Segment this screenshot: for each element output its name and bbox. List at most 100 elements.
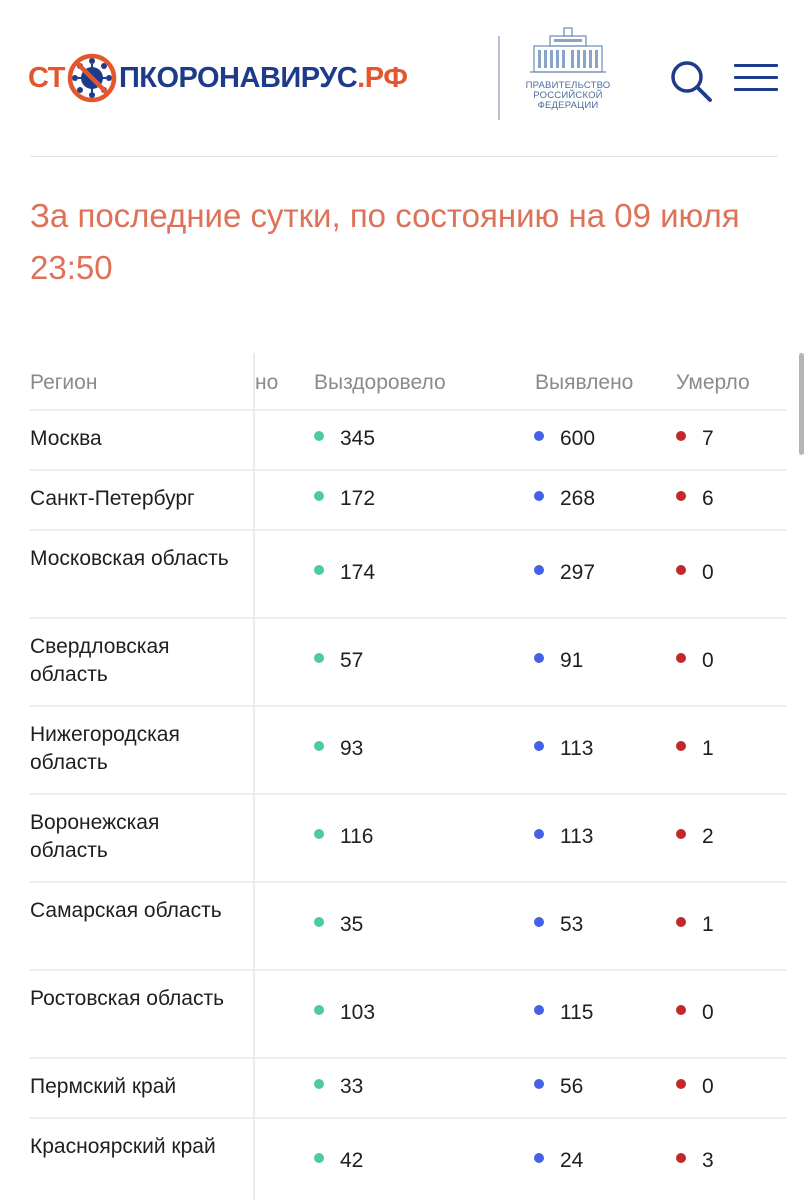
died-cell: 0 xyxy=(676,647,714,675)
detected-dot-icon xyxy=(534,431,544,441)
detected-value: 53 xyxy=(560,913,584,936)
stats-title-line2: 23:50 xyxy=(30,249,113,286)
header-divider xyxy=(498,36,500,120)
recovered-value: 345 xyxy=(340,427,376,450)
died-dot-icon xyxy=(676,565,686,575)
died-value: 0 xyxy=(702,1001,714,1024)
table-row[interactable]: Ростовская область 103 115 0 xyxy=(0,969,806,1057)
detected-dot-icon xyxy=(534,1153,544,1163)
detected-cell: 113 xyxy=(534,735,593,763)
column-header-died[interactable]: Умерло xyxy=(676,371,750,394)
virus-stop-icon xyxy=(66,52,118,104)
horizontal-scrollbar[interactable] xyxy=(799,353,804,455)
logo-text-koronavirus: ПКОРОНАВИРУС xyxy=(118,61,358,94)
row-separator xyxy=(30,705,786,707)
recovered-dot-icon xyxy=(314,741,324,751)
row-separator xyxy=(30,881,786,883)
regions-table[interactable]: Регион но Выздоровело Выявлено Умерло Мо… xyxy=(0,353,806,1200)
table-row[interactable]: Воронежская область 116 113 2 xyxy=(0,793,806,881)
region-name: Пермский край xyxy=(30,1075,177,1098)
detected-value: 600 xyxy=(560,427,596,450)
died-value: 3 xyxy=(702,1149,714,1172)
recovered-cell: 345 xyxy=(314,425,375,453)
government-logo[interactable]: ПРАВИТЕЛЬСТВО РОССИЙСКОЙ ФЕДЕРАЦИИ xyxy=(520,26,616,116)
recovered-cell: 103 xyxy=(314,999,375,1027)
table-row[interactable]: Москва 345 600 7 xyxy=(0,409,806,469)
recovered-dot-icon xyxy=(314,1153,324,1163)
table-row[interactable]: Свердловская область 57 91 0 xyxy=(0,617,806,705)
detected-cell: 53 xyxy=(534,911,583,939)
died-cell: 3 xyxy=(676,1147,714,1175)
died-dot-icon xyxy=(676,917,686,927)
table-row[interactable]: Самарская область 35 53 1 xyxy=(0,881,806,969)
died-value: 0 xyxy=(702,649,714,672)
column-header-recovered[interactable]: Выздоровело xyxy=(314,371,446,394)
table-row[interactable]: Красноярский край 42 24 3 xyxy=(0,1117,806,1200)
recovered-dot-icon xyxy=(314,491,324,501)
detected-cell: 91 xyxy=(534,647,583,675)
region-name: Московская область xyxy=(30,547,229,570)
column-header-detected[interactable]: Выявлено xyxy=(535,371,634,394)
recovered-dot-icon xyxy=(314,653,324,663)
region-name: Воронежская область xyxy=(30,811,160,862)
recovered-dot-icon xyxy=(314,431,324,441)
died-cell: 7 xyxy=(676,425,714,453)
recovered-value: 116 xyxy=(340,825,374,848)
column-header-region[interactable]: Регион xyxy=(30,371,98,394)
search-button[interactable] xyxy=(668,58,714,104)
site-logo[interactable]: СТ xyxy=(28,48,408,108)
site-header: СТ xyxy=(0,0,806,158)
detected-cell: 56 xyxy=(534,1073,583,1101)
died-cell: 0 xyxy=(676,999,714,1027)
died-cell: 2 xyxy=(676,823,714,851)
government-text-line3: ФЕДЕРАЦИИ xyxy=(537,100,599,111)
logo-text-st: СТ xyxy=(28,61,65,94)
table-row[interactable]: Московская область 174 297 0 xyxy=(0,529,806,617)
died-cell: 0 xyxy=(676,559,714,587)
detected-cell: 600 xyxy=(534,425,595,453)
detected-dot-icon xyxy=(534,917,544,927)
menu-icon xyxy=(734,64,778,67)
menu-button[interactable] xyxy=(734,64,780,94)
detected-cell: 24 xyxy=(534,1147,583,1175)
detected-dot-icon xyxy=(534,741,544,751)
table-header: Регион но Выздоровело Выявлено Умерло xyxy=(0,353,806,409)
died-dot-icon xyxy=(676,1153,686,1163)
died-cell: 6 xyxy=(676,485,714,513)
table-row[interactable]: Санкт-Петербург 172 268 6 xyxy=(0,469,806,529)
detected-value: 113 xyxy=(560,737,594,760)
died-value: 0 xyxy=(702,561,714,584)
table-row[interactable]: Пермский край 33 56 0 xyxy=(0,1057,806,1117)
menu-icon-bar xyxy=(734,88,778,91)
died-dot-icon xyxy=(676,653,686,663)
row-separator xyxy=(30,1117,786,1119)
detected-cell: 113 xyxy=(534,823,593,851)
died-dot-icon xyxy=(676,1005,686,1015)
recovered-dot-icon xyxy=(314,1079,324,1089)
died-dot-icon xyxy=(676,491,686,501)
column-header-hidden[interactable]: но xyxy=(255,371,279,394)
recovered-cell: 174 xyxy=(314,559,375,587)
government-text-line2: РОССИЙСКОЙ xyxy=(533,90,603,101)
stats-title: За последние сутки, по состоянию на 09 и… xyxy=(30,190,806,294)
row-separator xyxy=(30,1057,786,1059)
died-value: 7 xyxy=(702,427,714,450)
region-name: Нижегородская область xyxy=(30,723,180,774)
detected-dot-icon xyxy=(534,1079,544,1089)
region-name: Свердловская область xyxy=(30,635,170,686)
recovered-cell: 116 xyxy=(314,823,373,851)
row-separator xyxy=(30,793,786,795)
died-value: 1 xyxy=(702,913,714,936)
detected-dot-icon xyxy=(534,653,544,663)
recovered-dot-icon xyxy=(314,917,324,927)
recovered-cell: 172 xyxy=(314,485,375,513)
recovered-cell: 93 xyxy=(314,735,363,763)
table-row[interactable]: Нижегородская область 93 113 1 xyxy=(0,705,806,793)
row-separator xyxy=(30,409,786,411)
recovered-value: 93 xyxy=(340,737,364,760)
died-value: 1 xyxy=(702,737,714,760)
menu-icon-bar xyxy=(734,76,778,79)
died-dot-icon xyxy=(676,1079,686,1089)
government-building-icon xyxy=(530,27,606,73)
region-name: Красноярский край xyxy=(30,1135,216,1158)
